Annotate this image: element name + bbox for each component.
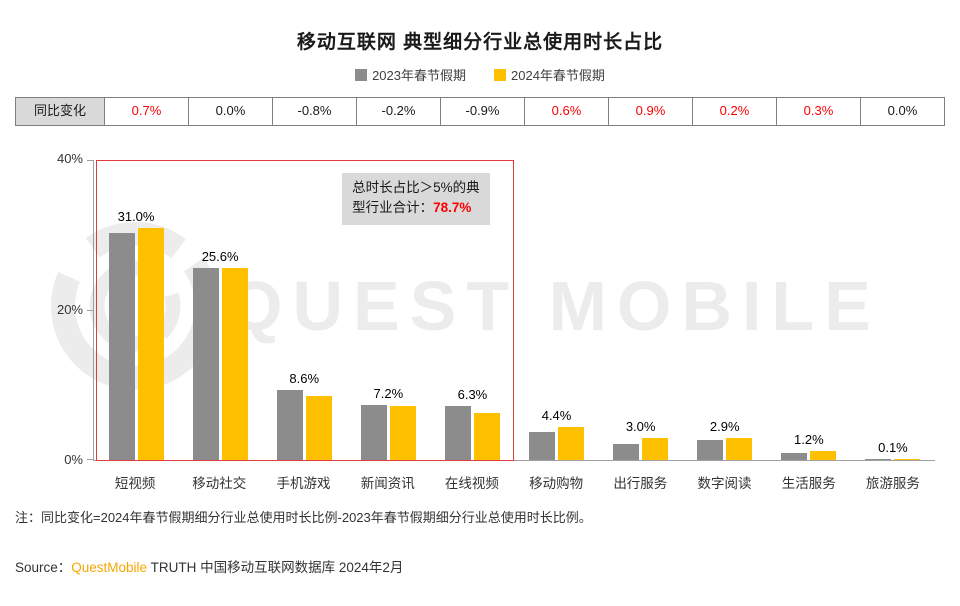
bar-value-label: 0.1% xyxy=(878,440,908,456)
bar-group: 4.4% xyxy=(515,160,599,460)
y-axis-label-20: 20% xyxy=(56,302,83,317)
x-axis-labels: 短视频 移动社交 手机游戏 新闻资讯 在线视频 移动购物 出行服务 数字阅读 生活服务 旅游服务 xyxy=(93,472,935,492)
yoy-value-cell: 0.7% xyxy=(104,98,188,125)
bar-2024 xyxy=(894,459,921,460)
annotation-line1: 总时长占比＞5%的典 xyxy=(352,180,480,195)
bar-group: 6.3% xyxy=(430,160,514,460)
x-axis-label: 手机游戏 xyxy=(276,476,331,491)
source-line: Source：QuestMobile TRUTH 中国移动互联网数据库 2024… xyxy=(15,556,945,576)
bar-value-label: 7.2% xyxy=(373,385,404,401)
yoy-value-cell: 0.0% xyxy=(188,98,272,125)
bar-2023 xyxy=(781,453,808,460)
annotation-line2: 型行业合计： xyxy=(352,200,434,216)
legend-label: 2024年春节假期 xyxy=(511,68,605,83)
legend-item: 2023年春节假期 xyxy=(355,65,466,84)
x-axis-label: 移动购物 xyxy=(529,476,584,491)
bar-value-label: 1.2% xyxy=(794,432,824,447)
yoy-value-cell: -0.8% xyxy=(272,98,356,125)
legend-label: 2023年春节假期 xyxy=(372,68,466,83)
footnote: 注：同比变化=2024年春节假期细分行业总使用时长比例-2023年春节假期细分行… xyxy=(15,510,592,525)
y-axis-label-40: 40% xyxy=(56,151,83,166)
x-axis-label: 数字阅读 xyxy=(697,476,752,491)
bar-2024 xyxy=(642,437,669,460)
bar-group: 0.1% xyxy=(851,160,935,460)
questmobile-watermark: QUEST MOBILE xyxy=(51,222,881,390)
chart-area: QUEST MOBILE 40% 20% 0% 总时长占比＞5%的典 型行业合计… xyxy=(15,151,945,492)
bar-group: 7.2% xyxy=(346,160,430,460)
legend-swatch xyxy=(355,68,368,81)
yoy-row-header: 同比变化 xyxy=(16,98,104,125)
y-axis-label-0: 0% xyxy=(64,452,83,467)
bar-value-label: 8.6% xyxy=(289,370,320,386)
x-axis-label: 移动社交 xyxy=(192,476,247,491)
yoy-value-cell: 0.9% xyxy=(608,98,692,125)
source-rest: TRUTH 中国移动互联网数据库 2024年2月 xyxy=(147,560,404,575)
bar-2024 xyxy=(726,438,753,460)
bar-2023 xyxy=(444,406,471,460)
annotation-value: 78.7% xyxy=(433,200,472,216)
chart-title: 移动互联网 典型细分行业总使用时长占比 xyxy=(296,32,664,53)
bar-group: 8.6% xyxy=(262,160,346,460)
x-axis-label: 出行服务 xyxy=(613,476,668,491)
bar-value-label: 4.4% xyxy=(541,408,572,423)
plot-area: 总时长占比＞5%的典 型行业合计：78.7% 31.0% 25.6% 8.6% 7.2… xyxy=(87,160,935,461)
x-axis-label: 短视频 xyxy=(114,476,156,491)
watermark-text: QUEST MOBILE xyxy=(228,267,881,345)
bar-2024 xyxy=(221,268,248,460)
bar-2023 xyxy=(108,232,135,460)
bar-group: 31.0% xyxy=(94,160,178,460)
source-brand: QuestMobile xyxy=(71,560,148,575)
legend: 2023年春节假期 2024年春节假期 xyxy=(0,65,960,84)
bar-group: 2.9% xyxy=(683,160,767,460)
bar-group: 25.6% xyxy=(178,160,262,460)
bar-2024 xyxy=(137,227,164,460)
y-tick xyxy=(87,160,94,161)
bar-value-label: 25.6% xyxy=(201,249,239,264)
bar-value-label: 6.3% xyxy=(457,387,488,402)
bar-2024 xyxy=(305,395,332,460)
x-axis-label: 生活服务 xyxy=(781,476,836,491)
y-tick xyxy=(87,310,94,311)
bar-2023 xyxy=(529,431,556,460)
bar-group: 1.2% xyxy=(767,160,851,460)
yoy-value-cell: 0.0% xyxy=(860,98,944,125)
bar-2023 xyxy=(613,444,640,460)
bar-2023 xyxy=(865,459,892,460)
bar-2024 xyxy=(473,412,500,460)
source-label: Source： xyxy=(15,560,72,575)
bar-2024 xyxy=(389,406,416,460)
bar-2023 xyxy=(192,268,219,460)
bar-2023 xyxy=(276,389,303,460)
bar-2023 xyxy=(360,404,387,460)
yoy-value-cell: 0.6% xyxy=(524,98,608,125)
y-tick xyxy=(87,459,94,460)
legend-item: 2024年春节假期 xyxy=(494,65,605,84)
x-axis-label: 在线视频 xyxy=(444,476,499,491)
yoy-value-cell: 0.3% xyxy=(776,98,860,125)
bar-value-label: 31.0% xyxy=(117,208,155,224)
annotation-box: 总时长占比＞5%的典 型行业合计：78.7% xyxy=(342,173,490,225)
yoy-value-cell: -0.9% xyxy=(440,98,524,125)
bar-value-label: 2.9% xyxy=(709,419,740,435)
x-axis-label: 新闻资讯 xyxy=(360,476,415,491)
bar-group: 3.0% xyxy=(599,160,683,460)
yoy-change-table: 同比变化 0.7% 0.0% -0.8% -0.2% -0.9% 0.6% 0.9% 0.2% 0… xyxy=(15,97,945,126)
bar-2023 xyxy=(697,439,724,460)
bar-2024 xyxy=(558,427,585,460)
yoy-value-cell: -0.2% xyxy=(356,98,440,125)
legend-swatch xyxy=(494,68,506,81)
bar-value-label: 3.0% xyxy=(625,418,656,434)
bar-2024 xyxy=(810,451,837,460)
yoy-value-cell: 0.2% xyxy=(692,98,776,125)
x-axis-label: 旅游服务 xyxy=(865,476,920,491)
